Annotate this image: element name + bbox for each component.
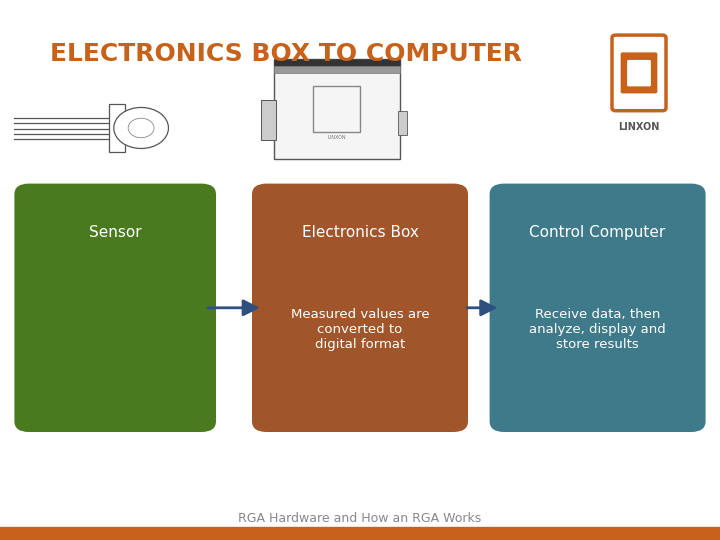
Text: ELECTRONICS BOX TO COMPUTER: ELECTRONICS BOX TO COMPUTER: [50, 42, 523, 66]
Text: Receive data, then
analyze, display and
store results: Receive data, then analyze, display and …: [529, 308, 666, 351]
Circle shape: [114, 107, 168, 148]
Text: Measured values are
converted to
digital format: Measured values are converted to digital…: [291, 308, 429, 351]
Bar: [398, 111, 407, 135]
Text: Electronics Box: Electronics Box: [302, 225, 418, 240]
Bar: [109, 104, 125, 152]
Text: Control Computer: Control Computer: [529, 225, 666, 240]
Text: RGA Hardware and How an RGA Works: RGA Hardware and How an RGA Works: [238, 512, 482, 525]
FancyBboxPatch shape: [490, 184, 706, 432]
Bar: [274, 66, 400, 73]
Bar: [261, 100, 276, 140]
Bar: [320, 94, 353, 125]
FancyBboxPatch shape: [14, 184, 216, 432]
FancyBboxPatch shape: [252, 184, 468, 432]
FancyBboxPatch shape: [621, 52, 657, 93]
Circle shape: [128, 118, 154, 138]
Text: LINXON: LINXON: [328, 136, 346, 140]
Bar: [274, 59, 400, 159]
Bar: [0, 526, 720, 540]
Bar: [274, 59, 400, 66]
Text: Sensor: Sensor: [89, 225, 142, 240]
FancyBboxPatch shape: [627, 60, 651, 86]
Bar: [313, 86, 360, 132]
Text: LINXON: LINXON: [618, 122, 660, 132]
